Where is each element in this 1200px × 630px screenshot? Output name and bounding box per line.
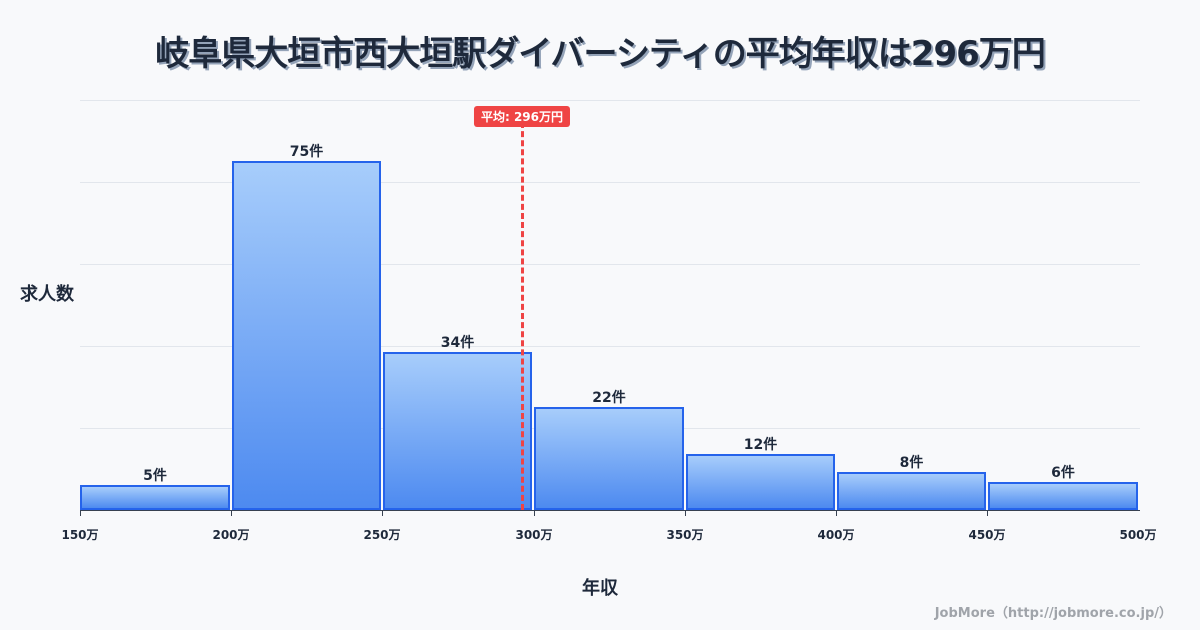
bar-400-450: 8件 <box>837 455 986 510</box>
gridline <box>80 346 1140 347</box>
bar-150-200: 5件 <box>80 468 230 510</box>
x-tick-label: 150万 <box>61 528 99 542</box>
x-tick-label: 200万 <box>212 528 250 542</box>
chart-title: 岐阜県大垣市西大垣駅ダイバーシティの平均年収は296万円 <box>155 34 1046 74</box>
x-tick-label: 500万 <box>1119 528 1157 542</box>
gridline <box>80 100 1140 101</box>
average-badge: 平均: 296万円 <box>473 106 571 127</box>
x-tick <box>534 510 535 516</box>
x-axis-line <box>80 510 1140 511</box>
bar-200-250: 75件 <box>232 144 381 510</box>
bar-300-350: 22件 <box>534 390 684 510</box>
average-line <box>521 122 524 510</box>
x-tick-label: 350万 <box>666 528 704 542</box>
bar-value-label: 12件 <box>743 437 778 453</box>
gridline <box>80 182 1140 183</box>
plot-area: 5件 75件 34件 22件 12件 8件 6件 平均: 296万円 150万 … <box>61 100 1157 542</box>
bar-value-label: 5件 <box>143 468 167 484</box>
x-tick <box>382 510 383 516</box>
bar-450-500: 6件 <box>988 465 1138 510</box>
bar-250-300: 34件 <box>383 335 532 510</box>
bar-value-label: 34件 <box>440 335 475 351</box>
y-axis-label: 求人数 <box>20 284 74 305</box>
bar-value-label: 8件 <box>899 455 924 471</box>
x-tick-label: 450万 <box>968 528 1006 542</box>
source-credit: JobMore（http://jobmore.co.jp/） <box>934 606 1172 621</box>
gridline <box>80 264 1140 265</box>
x-tick-label: 300万 <box>515 528 553 542</box>
bar-value-label: 22件 <box>592 390 626 406</box>
x-tick-label: 250万 <box>363 528 401 542</box>
x-tick <box>836 510 837 516</box>
x-tick <box>80 510 81 516</box>
x-tick <box>987 510 988 516</box>
bar-value-label: 75件 <box>289 144 324 160</box>
x-tick <box>231 510 232 516</box>
x-axis-label: 年収 <box>582 578 618 599</box>
bar-value-label: 6件 <box>1051 465 1075 481</box>
bar-350-400: 12件 <box>686 437 835 510</box>
x-tick-label: 400万 <box>817 528 855 542</box>
x-tick <box>685 510 686 516</box>
